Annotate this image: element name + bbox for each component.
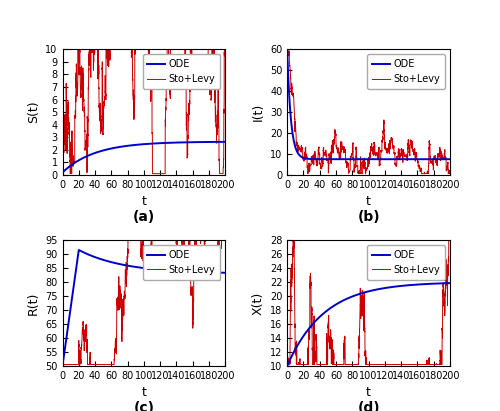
Sto+Levy [362,157,368,162]
Sto+Levy [209,146,215,151]
Sto+Levy [354,362,360,367]
ODE [284,47,290,52]
ODE [352,157,358,162]
ODE [354,157,360,162]
Sto+Levy [352,362,358,367]
ODE [222,270,228,275]
Sto+Levy [402,362,408,367]
ODE [209,139,215,144]
Sto+Levy [210,47,216,52]
Sto+Levy [218,171,224,176]
Sto+Levy [60,170,66,175]
X-axis label: t: t [142,195,146,208]
Legend: ODE, Sto+Levy: ODE, Sto+Levy [368,245,445,279]
Line: ODE: ODE [62,250,226,366]
ODE [137,265,143,270]
X-axis label: t: t [366,386,371,399]
ODE [60,170,66,175]
Line: Sto+Levy: Sto+Levy [287,143,450,365]
ODE [354,292,360,297]
ODE [434,281,440,286]
ODE [128,264,134,269]
Legend: ODE, Sto+Levy: ODE, Sto+Levy [142,245,220,279]
Y-axis label: S(t): S(t) [27,101,40,123]
ODE [60,363,66,368]
X-axis label: t: t [142,386,146,399]
Line: Sto+Levy: Sto+Levy [287,47,450,173]
Legend: ODE, Sto+Levy: ODE, Sto+Levy [142,54,220,89]
Sto+Levy [434,362,440,367]
Y-axis label: I(t): I(t) [252,103,264,121]
Sto+Levy [284,44,290,49]
Sto+Levy [137,192,143,197]
ODE [137,142,143,147]
ODE [402,283,408,288]
Sto+Levy [60,362,66,367]
ODE [430,157,436,162]
Sto+Levy [178,2,184,7]
Y-axis label: R(t): R(t) [26,291,40,315]
Line: ODE: ODE [287,49,450,159]
Text: (d): (d) [358,401,380,411]
Sto+Levy [222,137,228,142]
Text: (c): (c) [134,401,154,411]
Legend: ODE, Sto+Levy: ODE, Sto+Levy [368,54,445,89]
Line: ODE: ODE [62,142,226,172]
ODE [218,139,224,144]
ODE [362,290,368,295]
ODE [218,270,224,275]
Sto+Levy [356,171,362,176]
Text: (a): (a) [133,210,155,224]
ODE [129,264,135,269]
Sto+Levy [67,171,73,176]
Sto+Levy [284,47,290,52]
Sto+Levy [446,140,452,145]
Y-axis label: X(t): X(t) [252,291,264,315]
ODE [178,140,184,145]
Line: Sto+Levy: Sto+Levy [62,108,226,365]
ODE [402,157,408,162]
Sto+Levy [447,140,453,145]
Sto+Levy [128,33,134,38]
ODE [442,281,448,286]
Line: Sto+Levy: Sto+Levy [62,0,226,173]
Line: ODE: ODE [287,283,450,366]
Sto+Levy [447,169,453,173]
ODE [222,139,228,144]
Sto+Levy [442,155,448,159]
ODE [447,157,453,162]
ODE [128,143,134,148]
Sto+Levy [129,131,135,136]
ODE [209,270,215,275]
Sto+Levy [354,156,360,161]
ODE [76,247,82,252]
Sto+Levy [442,304,448,309]
Sto+Levy [352,155,358,160]
Sto+Levy [284,362,290,367]
Sto+Levy [218,227,224,232]
Sto+Levy [362,316,368,321]
Sto+Levy [130,46,136,51]
ODE [178,269,184,274]
ODE [129,143,135,148]
Text: (b): (b) [358,210,380,224]
ODE [284,363,290,368]
ODE [447,281,453,286]
ODE [434,157,440,162]
Sto+Levy [402,153,408,158]
Sto+Levy [156,105,162,110]
ODE [352,293,358,298]
X-axis label: t: t [366,195,371,208]
ODE [362,157,368,162]
Sto+Levy [178,187,184,192]
Sto+Levy [128,170,134,175]
Sto+Levy [222,43,228,48]
ODE [442,157,448,162]
Sto+Levy [434,162,440,167]
